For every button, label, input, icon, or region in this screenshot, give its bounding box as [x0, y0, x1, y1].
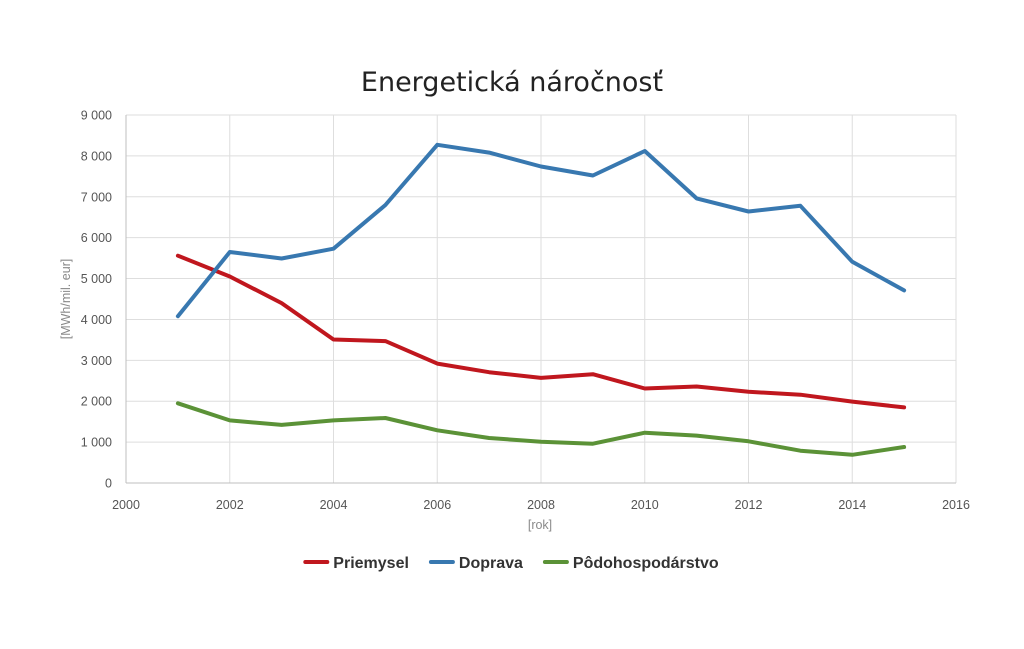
legend-label: Pôdohospodárstvo [573, 555, 719, 572]
y-tick-label: 6 000 [81, 231, 112, 245]
x-axis-ticks: 2000 2002 2004 2006 2008 2010 2012 2014 2016 [112, 498, 970, 512]
x-tick-label: 2004 [320, 498, 348, 512]
chart-title: Energetická náročnosť [361, 67, 664, 98]
y-tick-label: 1 000 [81, 436, 112, 450]
y-tick-label: 2 000 [81, 395, 112, 409]
legend: Priemysel Doprava Pôdohospodárstvo [303, 555, 719, 572]
series-line-priemysel [175, 253, 907, 410]
legend-label: Priemysel [333, 555, 409, 572]
y-tick-label: 5 000 [81, 272, 112, 286]
y-tick-label: 0 [105, 477, 112, 491]
y-tick-label: 8 000 [81, 149, 112, 163]
y-axis-ticks: 0 1 000 2 000 3 000 4 000 5 000 6 000 7 000 8 00… [81, 109, 112, 491]
x-tick-label: 2014 [838, 498, 866, 512]
series-line-podohospodarstvo [175, 401, 907, 457]
x-tick-label: 2010 [631, 498, 659, 512]
x-tick-label: 2016 [942, 498, 970, 512]
x-tick-label: 2008 [527, 498, 555, 512]
x-tick-label: 2012 [735, 498, 763, 512]
legend-item-podohospodarstvo: Pôdohospodárstvo [542, 555, 719, 572]
y-tick-label: 7 000 [81, 190, 112, 204]
x-axis-label: [rok] [528, 518, 552, 532]
axes [125, 115, 956, 484]
y-axis-label: [MWh/mil. eur] [59, 259, 73, 340]
x-tick-label: 2000 [112, 498, 140, 512]
y-tick-label: 3 000 [81, 354, 112, 368]
y-tick-label: 9 000 [81, 109, 112, 123]
legend-item-priemysel: Priemysel [303, 555, 409, 572]
legend-item-doprava: Doprava [428, 555, 523, 572]
series-line-doprava [175, 142, 907, 319]
series-lines [175, 142, 907, 457]
y-tick-label: 4 000 [81, 313, 112, 327]
x-tick-label: 2002 [216, 498, 244, 512]
gridlines [126, 114, 957, 483]
x-tick-label: 2006 [423, 498, 451, 512]
legend-label: Doprava [459, 555, 523, 572]
